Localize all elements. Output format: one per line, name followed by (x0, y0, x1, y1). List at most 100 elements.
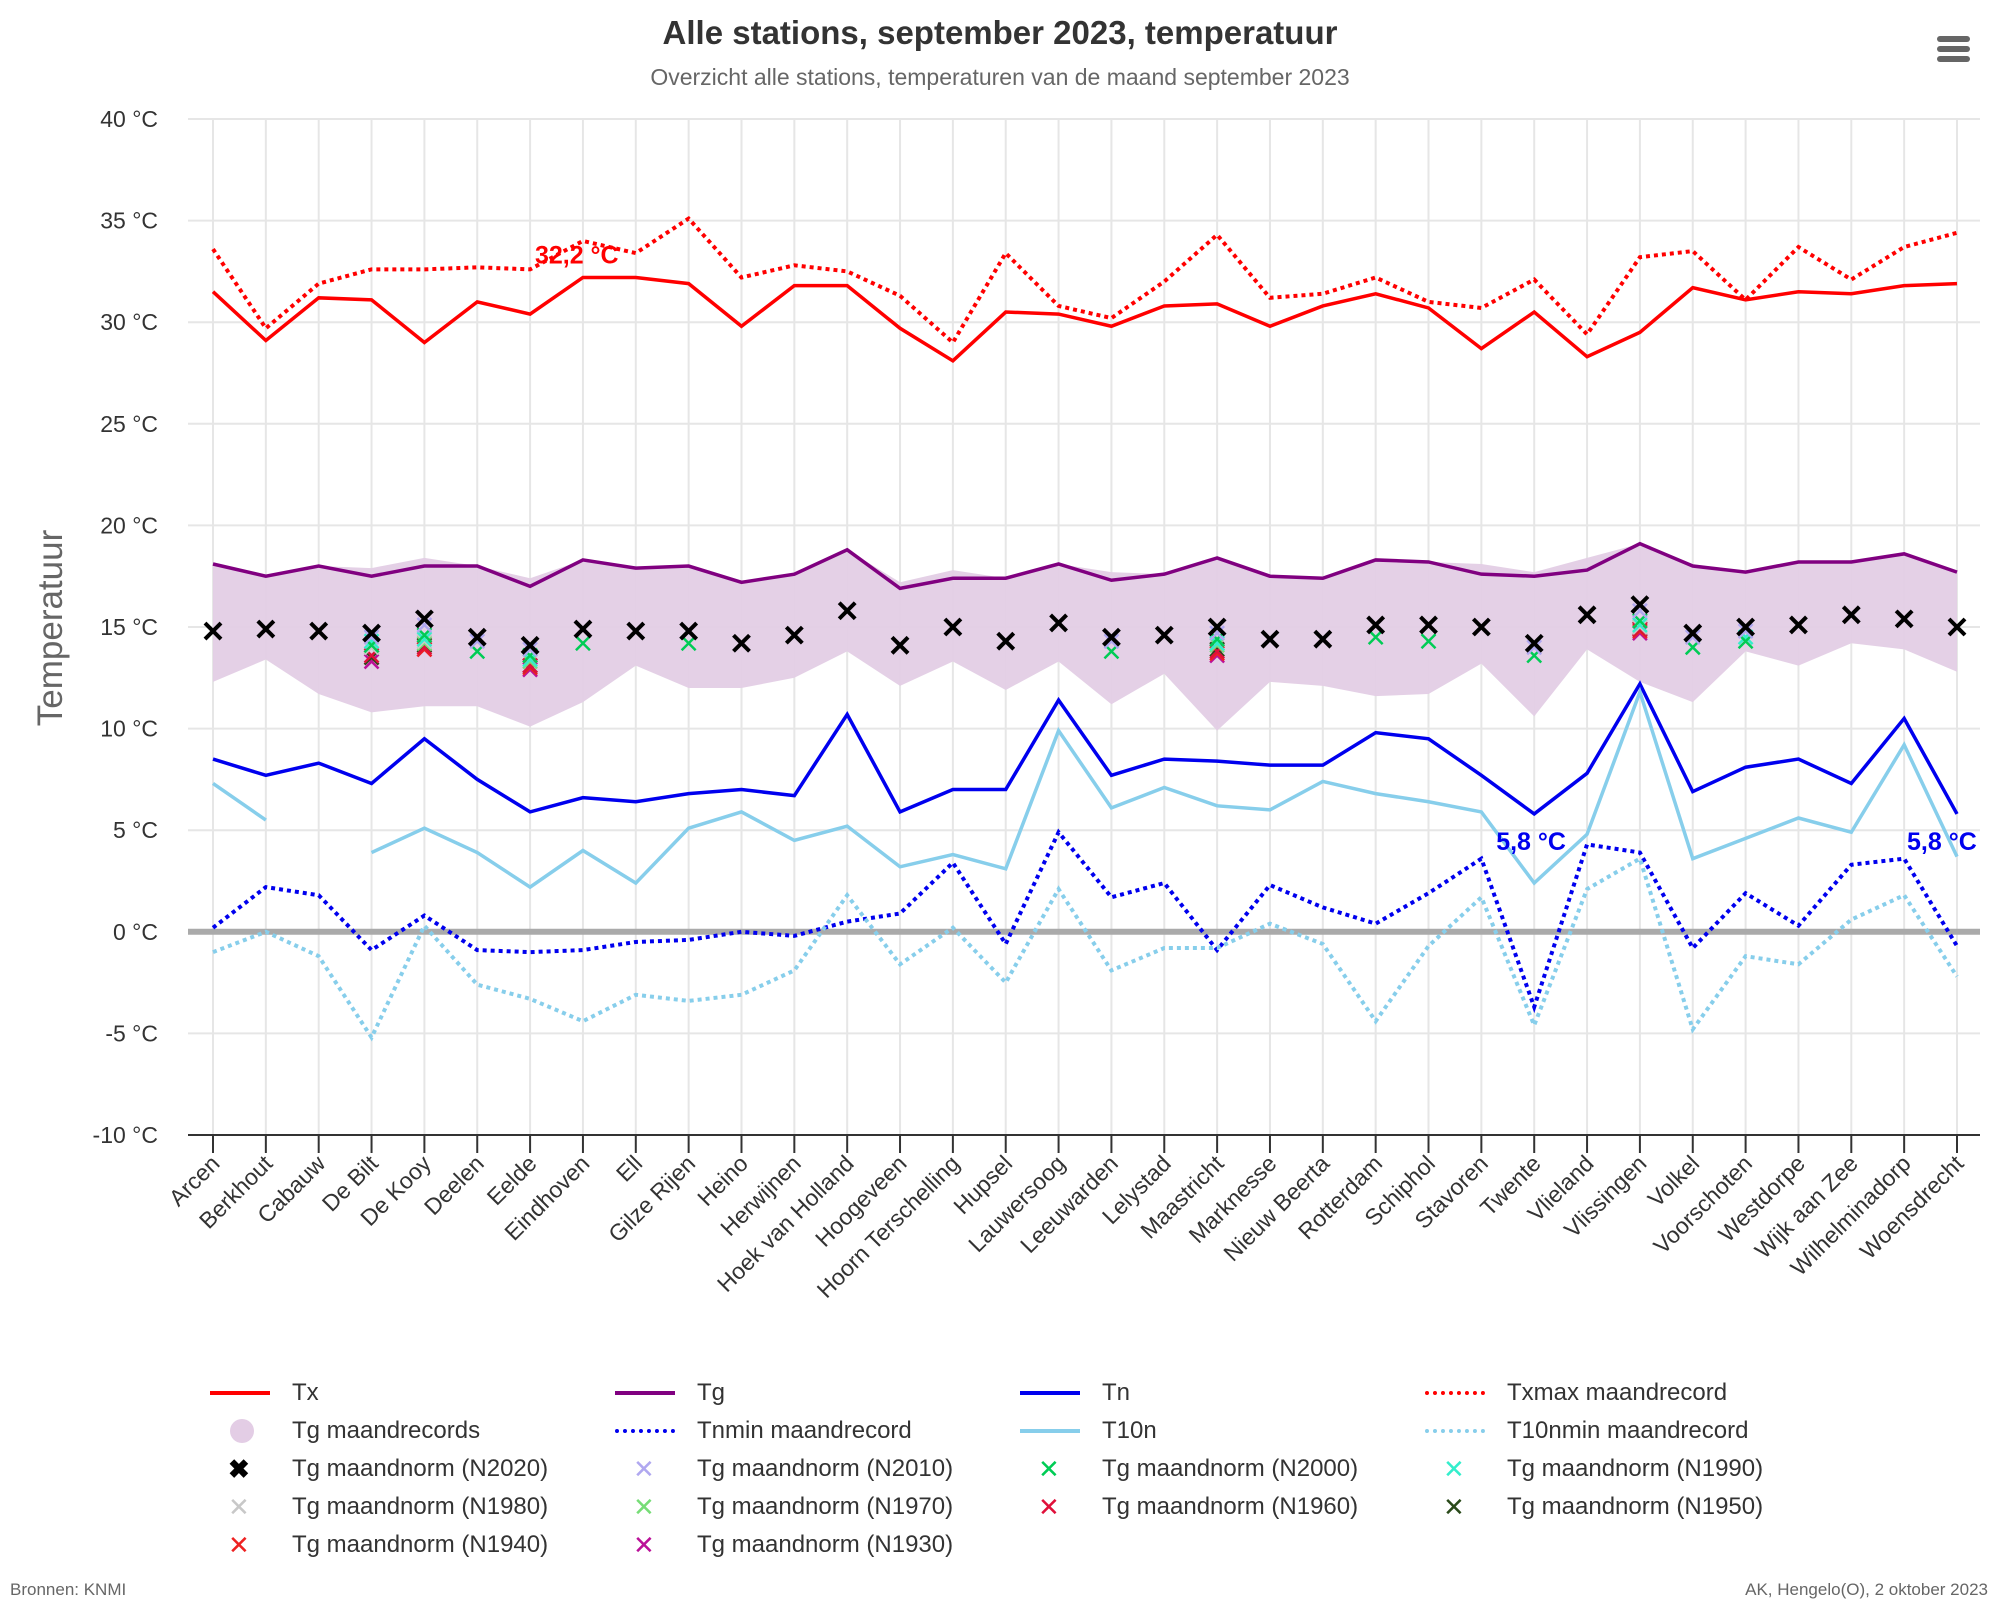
series-txmax-maandrecord-point (1955, 231, 1959, 235)
series-t10nmin-maandrecord-point (1479, 895, 1483, 899)
series-tnmin-maandrecord-point (370, 948, 374, 952)
series-txmax-maandrecord-line (211, 215, 1958, 346)
series-t10n-point (845, 824, 849, 828)
series-txmax-maandrecord-point (1902, 245, 1906, 249)
legend-item[interactable]: ✕ Tg maandnorm (N1930) (605, 1527, 953, 1563)
line-symbol-icon (210, 1391, 270, 1395)
series-tg-point (951, 576, 955, 580)
legend-item[interactable]: ✕ Tg maandnorm (N1980) (200, 1489, 548, 1525)
series-txmax-maandrecord-point (739, 275, 743, 279)
marker-tg-maandnorm-n2020 (1207, 617, 1227, 637)
legend-item[interactable]: Tnmin maandrecord (605, 1413, 912, 1449)
legend-label: Tg maandnorm (N1980) (292, 1493, 549, 1520)
hamburger-menu-icon (1937, 36, 1970, 42)
series-t10nmin-maandrecord-point (1849, 918, 1853, 922)
series-tn-point (1162, 757, 1166, 761)
series-t10n-point (792, 838, 796, 842)
series-t10n-point (211, 781, 215, 785)
series-t10nmin-maandrecord-point (898, 962, 902, 966)
series-tx-point (1162, 304, 1166, 308)
series-t10n-point (528, 885, 532, 889)
series-t10n-point (1215, 804, 1219, 808)
series-txmax-maandrecord-point (1479, 306, 1483, 310)
series-t10nmin-maandrecord-point (211, 950, 215, 954)
legend-item[interactable]: ✕ Tg maandnorm (N1990) (1415, 1451, 1763, 1487)
series-tnmin-maandrecord-point (1321, 905, 1325, 909)
series-tg-point (264, 574, 268, 578)
series-tn-point (634, 800, 638, 804)
series-tn-point (1215, 759, 1219, 763)
marker-tg-maandnorm-n2020 (1736, 617, 1756, 637)
series-t10n-line (370, 686, 1959, 890)
legend-item[interactable]: ✕ Tg maandnorm (N1950) (1415, 1489, 1763, 1525)
marker-tg-maandnorm-n2020 (837, 601, 857, 621)
marker-tg-maandnorm-n2020 (520, 635, 540, 655)
series-tg-point (739, 580, 743, 584)
series-tg-point (1427, 560, 1431, 564)
legend-item[interactable]: Tg (605, 1375, 725, 1411)
marker-tg-maandnorm-n1980 (1632, 619, 1648, 635)
series-tnmin-maandrecord-point (1744, 891, 1748, 895)
series-tn-point (1902, 716, 1906, 720)
y-tick-label: 5 °C (113, 817, 158, 843)
series-t10nmin-maandrecord-point (1004, 981, 1008, 985)
series-t10n-point (264, 818, 268, 822)
series-txmax-maandrecord-point (1796, 245, 1800, 249)
legend-item[interactable]: ✕ Tg maandnorm (N2000) (1010, 1451, 1358, 1487)
series-tx-line (211, 275, 1958, 363)
legend-symbol (200, 1413, 280, 1449)
series-tx-point (792, 284, 796, 288)
series-tnmin-maandrecord-point (1057, 830, 1061, 834)
legend-item[interactable]: Tx (200, 1375, 319, 1411)
marker-tg-maandnorm-n2020 (1366, 615, 1386, 635)
series-t10nmin-maandrecord-point (1902, 893, 1906, 897)
series-tg-point (370, 574, 374, 578)
series-tnmin-maandrecord-point (475, 948, 479, 952)
legend-item[interactable]: T10n (1010, 1413, 1157, 1449)
series-tx-point (951, 359, 955, 363)
tg-records-band (213, 543, 1957, 731)
series-t10n-point (1902, 743, 1906, 747)
legend-item[interactable]: ✕ Tg maandnorm (N1970) (605, 1489, 953, 1525)
marker-tg-maandnorm-n2010 (416, 617, 433, 633)
series-t10n-point (1849, 830, 1853, 834)
series-t10nmin-maandrecord-point (739, 993, 743, 997)
legend-item[interactable]: ✕ Tg maandnorm (N2010) (605, 1451, 953, 1487)
marker-tg-maandnorm-n2020 (626, 621, 646, 641)
marker-tg-maandnorm-n2010 (469, 633, 486, 650)
series-tnmin-maandrecord-point (422, 914, 426, 918)
chart-menu-button[interactable] (1930, 30, 1974, 70)
series-t10nmin-maandrecord-line (212, 855, 1959, 1042)
series-tn-point (1744, 765, 1748, 769)
series-t10n-point (1744, 836, 1748, 840)
marker-tg-maandnorm-n2020 (1894, 609, 1914, 629)
series-t10nmin-maandrecord-point (422, 924, 426, 928)
series-t10n-point (422, 826, 426, 830)
series-t10n-point (1321, 779, 1325, 783)
legend-symbol: ✖ (200, 1451, 280, 1487)
legend-label: Tg maandnorm (N1970) (697, 1493, 954, 1520)
series-tg-point (1479, 572, 1483, 576)
legend-label: Tg maandnorm (N1990) (1507, 1455, 1764, 1482)
series-t10nmin-maandrecord-point (1744, 954, 1748, 958)
series-t10nmin-maandrecord-point (951, 926, 955, 930)
legend-item[interactable]: Txmax maandrecord (1415, 1375, 1727, 1411)
series-tn-point (951, 788, 955, 792)
series-tn-point (1321, 763, 1325, 767)
series-tg-point (1585, 568, 1589, 572)
legend-item[interactable]: Tg maandrecords (200, 1413, 480, 1449)
series-tx-point (1479, 347, 1483, 351)
series-tnmin-maandrecord-point (1479, 857, 1483, 861)
series-tx-point (634, 275, 638, 279)
legend-item[interactable]: Tn (1010, 1375, 1130, 1411)
legend-item[interactable]: ✕ Tg maandnorm (N1940) (200, 1527, 548, 1563)
series-tx-point (475, 300, 479, 304)
legend-item[interactable]: T10nmin maandrecord (1415, 1413, 1748, 1449)
series-tnmin-maandrecord-point (528, 950, 532, 954)
legend-item[interactable]: ✖ Tg maandnorm (N2020) (200, 1451, 548, 1487)
series-t10n-point (1374, 792, 1378, 796)
series-t10n-point (687, 826, 691, 830)
legend-item[interactable]: ✕ Tg maandnorm (N1960) (1010, 1489, 1358, 1525)
marker-tg-maandnorm-n1980 (416, 633, 433, 650)
marker-tg-maandnorm-n2020 (1154, 625, 1174, 645)
